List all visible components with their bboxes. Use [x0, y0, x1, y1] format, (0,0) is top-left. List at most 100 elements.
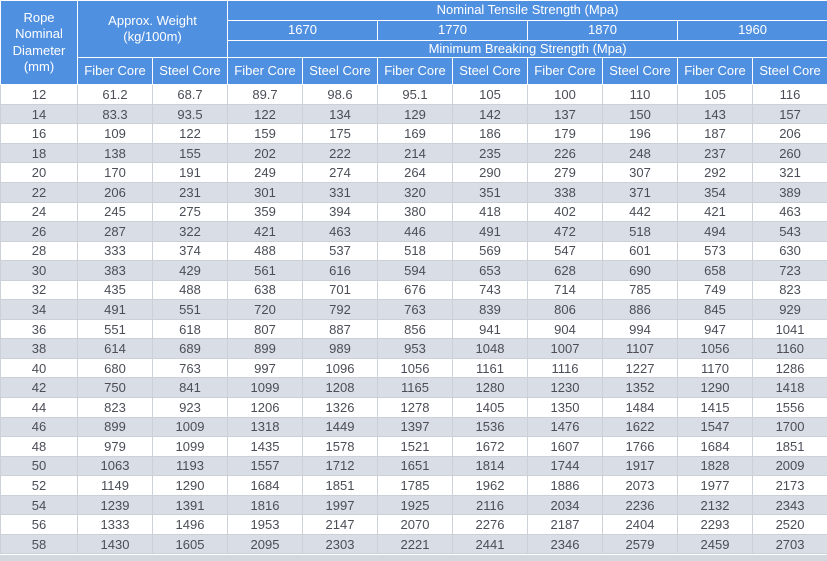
diameter-cell: 50	[0, 455, 78, 477]
value-cell: 638	[227, 279, 303, 301]
value-cell: 301	[227, 181, 303, 203]
value-cell: 979	[77, 436, 153, 457]
value-cell: 169	[377, 123, 453, 144]
value-cell: 856	[377, 318, 453, 340]
value-cell: 389	[751, 181, 827, 203]
table-row: 46 899 1009 1318 1449 1397 1536 1476 1622 1547 170…	[0, 416, 827, 438]
table-row: 26 287 322 421 463 446 491 472 518 494 543	[0, 221, 827, 242]
value-cell: 175	[302, 123, 378, 144]
value-cell: 743	[452, 279, 528, 301]
diameter-cell: 46	[0, 416, 78, 438]
diameter-cell: 14	[0, 103, 78, 125]
value-cell: 100	[527, 84, 603, 105]
value-cell: 150	[602, 103, 678, 125]
value-cell: 2095	[227, 533, 303, 555]
value-cell: 1418	[751, 377, 827, 398]
diameter-cell: 12	[0, 84, 78, 105]
table-row: 38 614 689 899 989 953 1048 1007 1107 1056 1160	[0, 338, 827, 359]
value-cell: 1161	[452, 357, 528, 379]
value-cell: 1170	[677, 357, 753, 379]
value-cell: 231	[152, 181, 228, 203]
header-core-col: Steel Core	[602, 57, 678, 86]
value-cell: 191	[152, 162, 228, 183]
value-cell: 1048	[452, 338, 528, 359]
value-cell: 142	[452, 103, 528, 125]
value-cell: 214	[377, 142, 453, 164]
value-cell: 1521	[377, 436, 453, 457]
header-grade-1770: 1770	[377, 20, 528, 41]
value-cell: 792	[302, 299, 378, 320]
diameter-cell: 38	[0, 338, 78, 359]
table-row: 48 979 1099 1435 1578 1521 1672 1607 1766 1684 185…	[0, 436, 827, 457]
value-cell: 338	[527, 181, 603, 203]
table-row: 34 491 551 720 792 763 839 806 886 845 929	[0, 299, 827, 320]
value-cell: 1712	[302, 455, 378, 477]
table-row: 24 245 275 359 394 380 418 402 442 421 463	[0, 201, 827, 223]
value-cell: 1009	[152, 416, 228, 438]
value-cell: 491	[77, 299, 153, 320]
value-cell: 292	[677, 162, 753, 183]
value-cell: 446	[377, 221, 453, 242]
value-cell: 1149	[77, 475, 153, 496]
value-cell: 98.6	[302, 84, 378, 105]
value-cell: 994	[602, 318, 678, 340]
value-cell: 561	[227, 260, 303, 281]
header-core-col: Fiber Core	[677, 57, 753, 86]
value-cell: 2070	[377, 514, 453, 535]
value-cell: 750	[77, 377, 153, 398]
value-cell: 383	[77, 260, 153, 281]
header-breaking-group: Minimum Breaking Strength (Mpa)	[226, 39, 827, 59]
value-cell: 923	[152, 397, 228, 418]
value-cell: 1208	[302, 377, 378, 398]
value-cell: 1107	[602, 338, 678, 359]
diameter-cell: 20	[0, 162, 78, 183]
value-cell: 1116	[527, 357, 603, 379]
value-cell: 249	[227, 162, 303, 183]
value-cell: 170	[77, 162, 153, 183]
value-cell: 418	[452, 201, 528, 223]
header-row-groups: Rope Nominal Diameter (mm) Approx. Weigh…	[0, 0, 827, 86]
table-row: 56 1333 1496 1953 2147 2070 2276 2187 2404 2293 25…	[0, 514, 827, 535]
value-cell: 1350	[527, 397, 603, 418]
value-cell: 143	[677, 103, 753, 125]
value-cell: 2459	[677, 533, 753, 555]
header-core-col: Steel Core	[452, 57, 528, 86]
value-cell: 110	[602, 84, 678, 105]
value-cell: 1280	[452, 377, 528, 398]
value-cell: 1415	[677, 397, 753, 418]
table-row: 50 1063 1193 1557 1712 1651 1814 1744 1917 1828 20…	[0, 455, 827, 477]
value-cell: 83.3	[77, 103, 153, 125]
value-cell: 1397	[377, 416, 453, 438]
table-body: 12 61.2 68.7 89.7 98.6 95.1 105 100 110 105 116 14 8…	[0, 84, 827, 555]
value-cell: 1041	[751, 318, 827, 340]
value-cell: 2009	[751, 455, 827, 477]
partial-row-strip	[0, 554, 827, 561]
value-cell: 488	[227, 240, 303, 262]
diameter-cell: 36	[0, 318, 78, 340]
value-cell: 1917	[602, 455, 678, 477]
table-row: 30 383 429 561 616 594 653 628 690 658 723	[0, 260, 827, 281]
value-cell: 1227	[602, 357, 678, 379]
table-row: 32 435 488 638 701 676 743 714 785 749 823	[0, 279, 827, 301]
value-cell: 953	[377, 338, 453, 359]
value-cell: 823	[77, 397, 153, 418]
table-row: 36 551 618 807 887 856 941 904 994 947 1041	[0, 318, 827, 340]
value-cell: 116	[751, 84, 827, 105]
value-cell: 518	[377, 240, 453, 262]
diameter-cell: 32	[0, 279, 78, 301]
value-cell: 807	[227, 318, 303, 340]
value-cell: 2579	[602, 533, 678, 555]
value-cell: 2034	[527, 494, 603, 516]
value-cell: 1607	[527, 436, 603, 457]
header-weight-group: Approx. Weight (kg/100m)	[77, 0, 228, 59]
value-cell: 138	[77, 142, 153, 164]
value-cell: 421	[227, 221, 303, 242]
value-cell: 676	[377, 279, 453, 301]
value-cell: 887	[302, 318, 378, 340]
value-cell: 157	[751, 103, 827, 125]
value-cell: 839	[452, 299, 528, 320]
diameter-cell: 56	[0, 514, 78, 535]
value-cell: 1851	[302, 475, 378, 496]
value-cell: 537	[302, 240, 378, 262]
value-cell: 1953	[227, 514, 303, 535]
